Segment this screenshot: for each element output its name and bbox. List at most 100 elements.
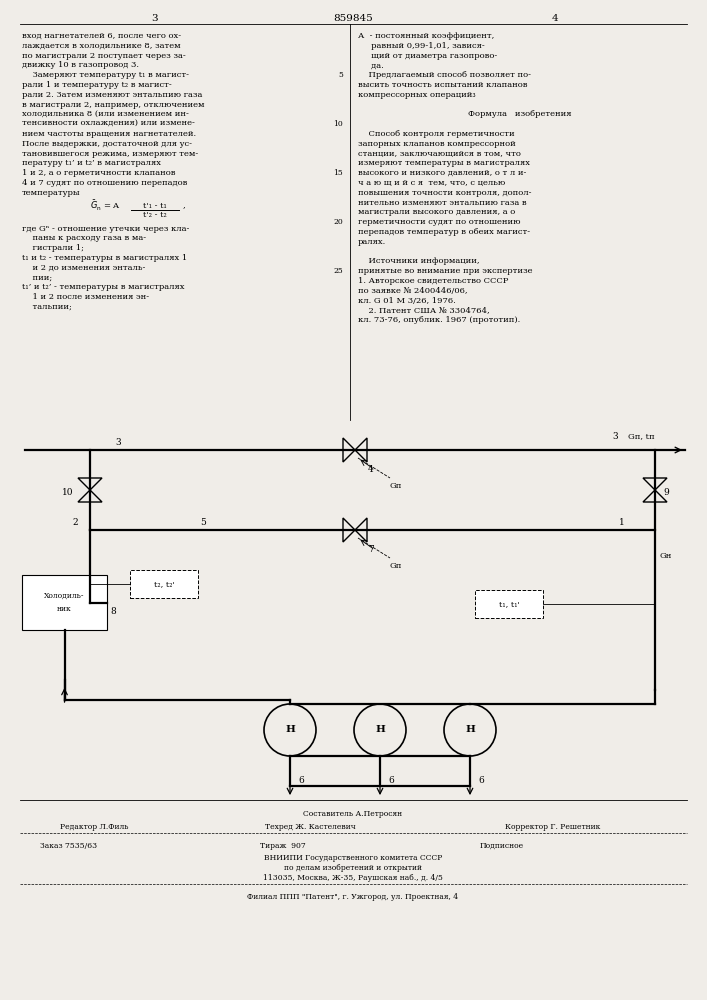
- Text: А  - постоянный коэффициент,: А - постоянный коэффициент,: [358, 32, 494, 40]
- Text: 5: 5: [338, 71, 343, 79]
- Text: ч а ю щ и й с я  тем, что, с целью: ч а ю щ и й с я тем, что, с целью: [358, 179, 506, 187]
- Text: 6: 6: [298, 776, 304, 785]
- Text: 3: 3: [152, 14, 158, 23]
- Text: герметичности судят по отношению: герметичности судят по отношению: [358, 218, 520, 226]
- Text: ВНИИПИ Государственного комитета СССР: ВНИИПИ Государственного комитета СССР: [264, 854, 442, 862]
- Text: где Gⁿ - отношение утечки через кла-: где Gⁿ - отношение утечки через кла-: [22, 225, 189, 233]
- Text: Составитель А.Петросян: Составитель А.Петросян: [303, 810, 402, 818]
- Text: 10: 10: [333, 120, 343, 128]
- Text: 25: 25: [333, 267, 343, 275]
- Bar: [475, 590, 543, 618]
- Text: 4: 4: [551, 14, 559, 23]
- Text: Gп: Gп: [390, 482, 402, 490]
- Text: пературу t₁’ и t₂’ в магистралях: пературу t₁’ и t₂’ в магистралях: [22, 159, 161, 167]
- Text: 9: 9: [663, 488, 669, 497]
- Text: 8: 8: [110, 607, 116, 616]
- Text: Редактор Л.Филь: Редактор Л.Филь: [60, 823, 129, 831]
- Text: Заказ 7535/63: Заказ 7535/63: [40, 842, 97, 850]
- Text: щий от диаметра газопрово-: щий от диаметра газопрово-: [358, 52, 497, 60]
- Text: Подписное: Подписное: [480, 842, 524, 850]
- Text: Филиал ППП "Патент", г. Ужгород, ул. Проектная, 4: Филиал ППП "Патент", г. Ужгород, ул. Про…: [247, 893, 459, 901]
- Text: принятые во внимание при экспертизе: принятые во внимание при экспертизе: [358, 267, 532, 275]
- Text: высить точность испытаний клапанов: высить точность испытаний клапанов: [358, 81, 527, 89]
- Text: 15: 15: [333, 169, 343, 177]
- Text: Техред Ж. Кастелевич: Техред Ж. Кастелевич: [265, 823, 356, 831]
- Text: холодильника 8 (или изменением ин-: холодильника 8 (или изменением ин-: [22, 110, 189, 118]
- Text: измеряют температуры в магистралях: измеряют температуры в магистралях: [358, 159, 530, 167]
- Text: 1. Авторское свидетельство СССР: 1. Авторское свидетельство СССР: [358, 277, 508, 285]
- Text: 6: 6: [388, 776, 394, 785]
- Text: рали 2. Затем изменяют энтальпию газа: рали 2. Затем изменяют энтальпию газа: [22, 91, 202, 99]
- Bar: [130, 570, 198, 598]
- Text: t'₁ - t₁: t'₁ - t₁: [143, 202, 167, 210]
- Text: 2. Патент США № 3304764,: 2. Патент США № 3304764,: [358, 306, 490, 314]
- Text: 5: 5: [200, 518, 206, 527]
- Text: ,: ,: [183, 202, 186, 210]
- Text: Н: Н: [285, 726, 295, 734]
- Text: по магистрали 2 поступает через за-: по магистрали 2 поступает через за-: [22, 52, 186, 60]
- Text: 20: 20: [333, 218, 343, 226]
- Text: перепадов температур в обеих магист-: перепадов температур в обеих магист-: [358, 228, 530, 236]
- Text: повышения точности контроля, допол-: повышения точности контроля, допол-: [358, 189, 532, 197]
- Text: ник: ник: [57, 605, 72, 613]
- Text: t₂, t₂': t₂, t₂': [153, 580, 175, 588]
- Text: 2: 2: [72, 518, 78, 527]
- Text: в магистрали 2, например, отключением: в магистрали 2, например, отключением: [22, 101, 204, 109]
- Text: нительно изменяют энтальпию газа в: нительно изменяют энтальпию газа в: [358, 199, 527, 207]
- Text: 1 и 2 после изменения эн-: 1 и 2 после изменения эн-: [22, 293, 149, 301]
- Text: t₁ и t₂ - температуры в магистралях 1: t₁ и t₂ - температуры в магистралях 1: [22, 254, 187, 262]
- Text: лаждается в холодильнике 8, затем: лаждается в холодильнике 8, затем: [22, 42, 180, 50]
- Text: запорных клапанов компрессорной: запорных клапанов компрессорной: [358, 140, 515, 148]
- Text: 113035, Москва, Ж-35, Раушская наб., д. 4/5: 113035, Москва, Ж-35, Раушская наб., д. …: [263, 874, 443, 882]
- Text: t₁’ и t₂’ - температуры в магистралях: t₁’ и t₂’ - температуры в магистралях: [22, 283, 185, 291]
- Text: паны к расходу газа в ма-: паны к расходу газа в ма-: [22, 234, 146, 242]
- Text: Холодиль-: Холодиль-: [45, 592, 85, 600]
- Text: движку 10 в газопровод 3.: движку 10 в газопровод 3.: [22, 61, 139, 69]
- Text: высокого и низкого давлений, о т л и-: высокого и низкого давлений, о т л и-: [358, 169, 527, 177]
- Text: пии;: пии;: [22, 274, 52, 282]
- Text: Способ контроля герметичности: Способ контроля герметичности: [358, 130, 515, 138]
- Text: t'₂ - t₂: t'₂ - t₂: [143, 211, 167, 219]
- Text: Gп, tп: Gп, tп: [628, 432, 655, 440]
- Text: Gп: Gп: [390, 562, 402, 570]
- Bar: [22, 575, 107, 630]
- Text: тановившегося режима, измеряют тем-: тановившегося режима, измеряют тем-: [22, 150, 198, 158]
- Text: 3: 3: [612, 432, 618, 441]
- Text: температуры: температуры: [22, 189, 81, 197]
- Text: Замеряют температуру t₁ в магист-: Замеряют температуру t₁ в магист-: [22, 71, 189, 79]
- Text: После выдержки, достаточной для ус-: После выдержки, достаточной для ус-: [22, 140, 192, 148]
- Text: Н: Н: [375, 726, 385, 734]
- Text: Корректор Г. Решетник: Корректор Г. Решетник: [505, 823, 600, 831]
- Text: гистрали 1;: гистрали 1;: [22, 244, 84, 252]
- Text: вход нагнетателей 6, после чего ох-: вход нагнетателей 6, после чего ох-: [22, 32, 181, 40]
- Text: Предлагаемый способ позволяет по-: Предлагаемый способ позволяет по-: [358, 71, 531, 79]
- Text: равный 0,99-1,01, завися-: равный 0,99-1,01, завися-: [358, 42, 485, 50]
- Text: рали 1 и температуру t₂ в магист-: рали 1 и температуру t₂ в магист-: [22, 81, 172, 89]
- Text: 4 и 7 судят по отношению перепадов: 4 и 7 судят по отношению перепадов: [22, 179, 187, 187]
- Text: t₁, t₁': t₁, t₁': [498, 600, 520, 608]
- Text: 10: 10: [62, 488, 74, 497]
- Text: нием частоты вращения нагнетателей.: нием частоты вращения нагнетателей.: [22, 130, 196, 138]
- Text: кл. G 01 M 3/26, 1976.: кл. G 01 M 3/26, 1976.: [358, 297, 456, 305]
- Text: 1 и 2, а о герметичности клапанов: 1 и 2, а о герметичности клапанов: [22, 169, 175, 177]
- Text: и 2 до изменения энталь-: и 2 до изменения энталь-: [22, 264, 146, 272]
- Text: по заявке № 2400446/06,: по заявке № 2400446/06,: [358, 287, 467, 295]
- Text: 3: 3: [115, 438, 121, 447]
- Text: 859845: 859845: [333, 14, 373, 23]
- Text: 1: 1: [619, 518, 625, 527]
- Text: тальпии;: тальпии;: [22, 303, 72, 311]
- Text: $\bar{G}_{\mathsf{n}}$ = A: $\bar{G}_{\mathsf{n}}$ = A: [90, 198, 121, 213]
- Text: Gн: Gн: [660, 552, 672, 560]
- Text: 4: 4: [368, 465, 374, 474]
- Text: да.: да.: [358, 61, 384, 69]
- Text: магистрали высокого давления, а о: магистрали высокого давления, а о: [358, 208, 515, 216]
- Text: Формула   изобретения: Формула изобретения: [468, 110, 572, 118]
- Text: ралях.: ралях.: [358, 238, 386, 246]
- Text: по делам изобретений и открытий: по делам изобретений и открытий: [284, 864, 422, 872]
- Text: кл. 73-76, опублик. 1967 (прототип).: кл. 73-76, опублик. 1967 (прототип).: [358, 316, 520, 324]
- Text: станции, заключающийся в том, что: станции, заключающийся в том, что: [358, 150, 521, 158]
- Text: 7: 7: [368, 545, 374, 554]
- Text: тенсивности охлаждения) или измене-: тенсивности охлаждения) или измене-: [22, 120, 195, 128]
- Text: Н: Н: [465, 726, 475, 734]
- Text: 6: 6: [478, 776, 484, 785]
